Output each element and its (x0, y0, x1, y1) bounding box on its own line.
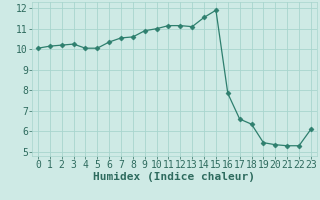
X-axis label: Humidex (Indice chaleur): Humidex (Indice chaleur) (93, 172, 255, 182)
